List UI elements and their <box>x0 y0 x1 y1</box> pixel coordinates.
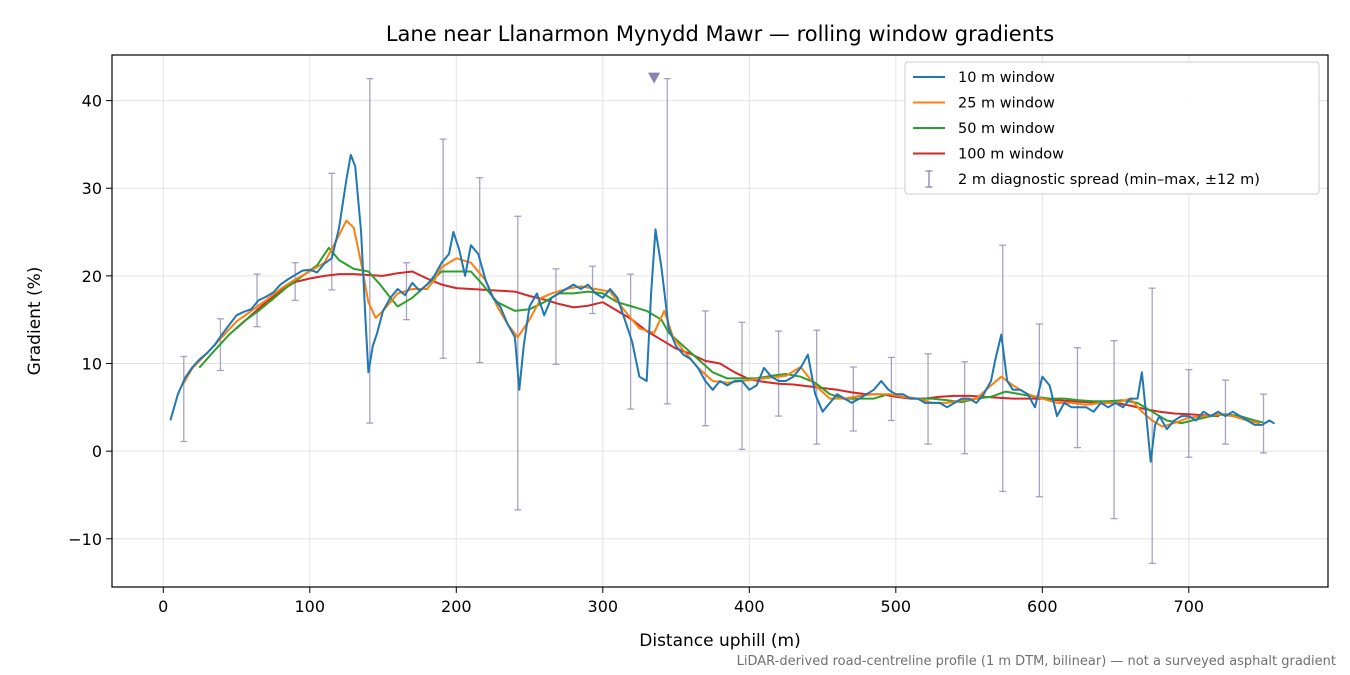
legend-label: 100 m window <box>958 147 1064 163</box>
x-tick-label: 0 <box>158 597 168 616</box>
x-tick-label: 600 <box>1027 597 1058 616</box>
legend-label: 10 m window <box>958 70 1055 86</box>
x-tick-label: 400 <box>734 597 765 616</box>
series-line <box>181 219 1261 428</box>
y-tick-label: −10 <box>68 530 102 549</box>
y-tick-label: 20 <box>82 267 102 286</box>
x-tick-label: 500 <box>881 597 912 616</box>
legend-box <box>904 61 1320 195</box>
legend-label: 2 m diagnostic spread (min–max, ±12 m) <box>958 172 1260 188</box>
footnote-annotation: LiDAR-derived road-centreline profile (1… <box>737 654 1336 669</box>
plot-frame <box>111 54 1329 588</box>
y-tick-label: 30 <box>82 179 102 198</box>
y-tick-label: 0 <box>92 442 102 461</box>
series-line <box>198 246 1264 425</box>
y-axis-ticks: −10 0 10 20 30 40 <box>68 92 112 549</box>
legend-entries: 10 m window 25 m window 50 m window 100 m w… <box>913 70 1260 188</box>
x-axis-ticks: 0 100 200 300 400 500 600 700 <box>158 587 1204 616</box>
x-tick-label: 300 <box>588 597 619 616</box>
chart-title: Lane near Llanarmon Mynydd Mawr — rollin… <box>386 22 1054 46</box>
x-axis-label: Distance uphill (m) <box>639 631 800 651</box>
legend-label: 25 m window <box>958 96 1055 112</box>
legend-label: 50 m window <box>958 121 1055 137</box>
x-tick-label: 100 <box>295 597 326 616</box>
legend: 10 m window 25 m window 50 m window 100 m w… <box>904 61 1320 195</box>
y-tick-label: 10 <box>82 355 102 374</box>
off-scale-marker <box>648 72 661 84</box>
series-line <box>235 270 1220 418</box>
y-tick-label: 40 <box>82 92 102 111</box>
x-tick-label: 200 <box>441 597 472 616</box>
series-line <box>169 153 1275 463</box>
series-lines <box>169 153 1275 463</box>
y-axis-label: Gradient (%) <box>25 267 45 376</box>
x-tick-label: 700 <box>1174 597 1205 616</box>
